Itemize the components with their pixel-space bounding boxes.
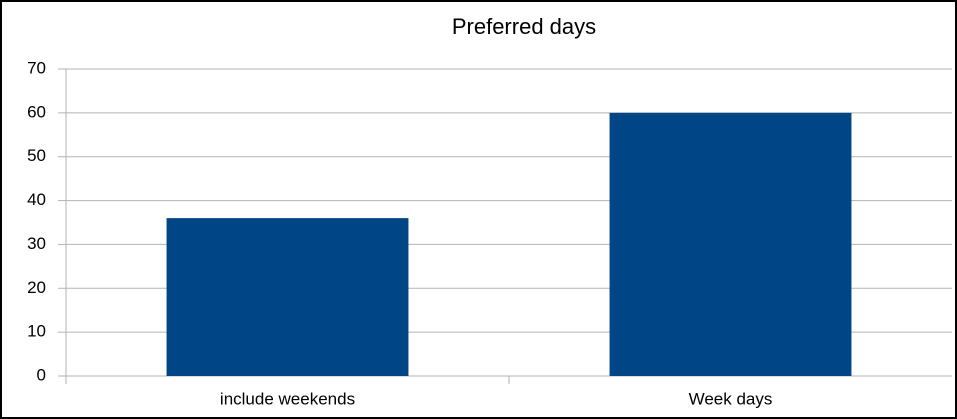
x-tick-label: include weekends bbox=[220, 389, 355, 408]
y-tick-label: 70 bbox=[27, 58, 46, 77]
bar bbox=[166, 218, 409, 376]
y-tick-label: 60 bbox=[27, 102, 46, 121]
y-tick-label: 40 bbox=[27, 190, 46, 209]
y-tick-label: 50 bbox=[27, 146, 46, 165]
y-tick-label: 30 bbox=[27, 234, 46, 253]
x-tick-label: Week days bbox=[689, 389, 773, 408]
y-tick-label: 10 bbox=[27, 322, 46, 341]
chart-title: Preferred days bbox=[452, 14, 596, 39]
y-tick-label: 20 bbox=[27, 278, 46, 297]
y-tick-label: 0 bbox=[37, 365, 46, 384]
bar bbox=[609, 112, 852, 376]
